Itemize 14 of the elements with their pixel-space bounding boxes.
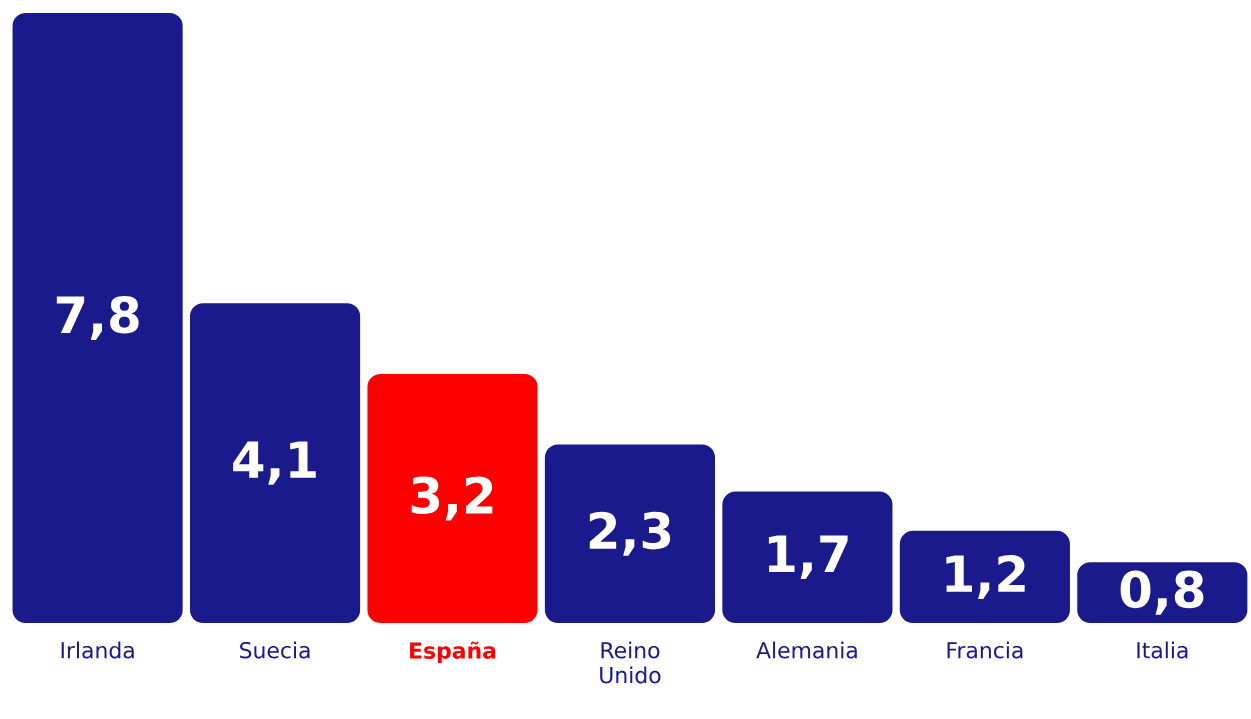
data-label: 0,8	[1120, 570, 1204, 615]
x-tick-label: España	[410, 641, 496, 664]
x-tick-label: Italia	[1137, 641, 1188, 659]
data-label: 4,1	[233, 441, 316, 485]
data-label: 3,2	[411, 476, 493, 521]
x-tick-label: Irlanda	[61, 641, 134, 659]
data-label: 1,7	[768, 535, 848, 579]
data-label: 2,3	[589, 511, 671, 556]
x-tick-label: Alemania	[756, 641, 857, 659]
x-tick-label: Reino Unido	[600, 641, 661, 684]
x-tick-label: Suecia	[240, 641, 310, 659]
data-label: 7,8	[56, 295, 139, 340]
data-label: 1,2	[946, 554, 1025, 599]
x-tick-label: Francia	[947, 641, 1023, 659]
